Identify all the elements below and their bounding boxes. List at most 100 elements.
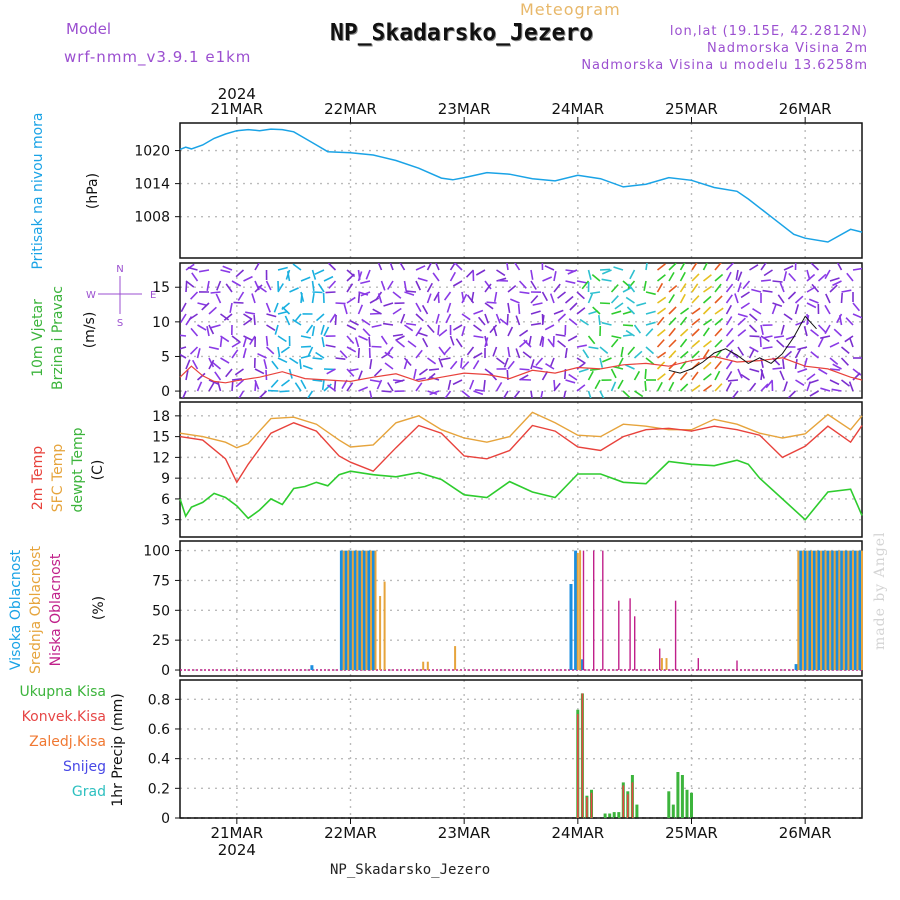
wind-barb — [187, 266, 198, 271]
cloud-mid-bar — [360, 550, 363, 671]
wind-barb — [328, 280, 337, 289]
wind-barb — [841, 379, 850, 387]
wind-barb — [277, 335, 287, 343]
wind-barb — [208, 381, 215, 392]
wind-barb — [643, 280, 647, 291]
wind-barb — [563, 390, 567, 398]
wind-barb — [576, 280, 587, 284]
wind-barb — [294, 313, 302, 323]
wind-barb — [254, 263, 260, 271]
wind-barb — [446, 302, 452, 313]
wind-barb — [449, 271, 457, 282]
wind-barb — [277, 357, 288, 364]
cloud-low-bar — [602, 550, 604, 671]
wind-barb — [358, 335, 368, 341]
precip-legend-item: Zaledj.Kisa — [29, 734, 106, 750]
wind-barb — [591, 273, 601, 282]
wind-barb — [466, 346, 475, 356]
wind-barb — [405, 290, 417, 293]
cloud-mid-bar — [851, 550, 854, 671]
wind-barb — [180, 313, 187, 323]
wind-barb — [231, 378, 242, 381]
cloud-high-bar — [853, 550, 857, 671]
wind-barb — [645, 263, 648, 271]
wind-barb — [782, 359, 785, 370]
wind-barb — [265, 280, 272, 291]
cloud-mid-bar — [342, 550, 345, 671]
wind-barb — [808, 298, 819, 304]
wind-barb — [273, 302, 279, 313]
cloud-mid-bar — [579, 550, 582, 671]
wind-barb — [327, 384, 336, 392]
wind-barb — [829, 368, 840, 371]
wind-barb — [354, 337, 360, 348]
wind-barb — [380, 280, 386, 291]
wind-barb — [265, 346, 275, 355]
wind-barb — [588, 346, 599, 350]
precip-total-bar — [617, 812, 621, 818]
wind-barb — [760, 263, 767, 271]
wind-barb — [492, 326, 498, 337]
wind-barb — [263, 359, 268, 370]
y-tick-label: 0 — [161, 663, 170, 679]
precip-legend-item: Konvek.Kisa — [22, 709, 106, 725]
cloud-mid-bar — [829, 550, 832, 671]
wind-barb — [599, 346, 609, 355]
wind-barb — [300, 335, 311, 339]
wind-barb — [357, 292, 361, 304]
wind-barb — [437, 292, 440, 304]
cloud-high-bar — [310, 665, 314, 670]
x-tick-label-top: 25MAR — [665, 100, 718, 118]
cloud-mid-bar — [660, 658, 663, 670]
wind-barb — [235, 379, 245, 388]
wind-barb — [740, 373, 750, 381]
wind-barb — [737, 368, 743, 379]
wind-barb — [473, 309, 484, 315]
y-tick-label: 0 — [161, 811, 170, 827]
wind-barb — [541, 314, 545, 326]
wind-barb — [852, 372, 861, 381]
wind-barb — [737, 329, 747, 337]
wind-barb — [749, 368, 760, 373]
wind-barb — [668, 294, 675, 304]
wind-barb — [627, 283, 636, 293]
wind-barb — [220, 335, 230, 343]
cloud-high-bar — [580, 659, 584, 671]
wind-barb — [751, 288, 762, 293]
wind-barb — [691, 339, 701, 348]
wind-barb — [703, 318, 713, 326]
wind-barb — [587, 390, 592, 398]
wind-barb — [300, 379, 307, 390]
wind-barb — [752, 308, 762, 315]
y-tick-label: 18 — [152, 409, 170, 425]
wind-barb — [725, 263, 735, 271]
wind-barb — [461, 313, 471, 321]
wind-barb — [735, 269, 739, 281]
wind-barb — [429, 368, 440, 371]
compass-north-label: N — [116, 264, 123, 275]
wind-barb — [809, 390, 819, 397]
wind-gust-line — [668, 315, 817, 374]
wind-barb — [461, 326, 466, 337]
wind-barb — [772, 302, 783, 308]
wind-barb — [771, 304, 777, 315]
wind-barb — [702, 306, 712, 315]
wind-barb — [714, 370, 721, 381]
wind-barb — [208, 306, 217, 315]
wind-barb — [427, 357, 437, 365]
y-tick-label: 0.8 — [148, 692, 170, 708]
wind-barb — [503, 357, 509, 368]
wind-barb — [576, 307, 586, 315]
wind-barb — [578, 368, 589, 373]
wind-barb — [357, 370, 363, 381]
wind-barb — [691, 295, 700, 304]
wind-barb — [403, 280, 407, 292]
wind-barb — [220, 269, 231, 274]
wind-barb — [714, 328, 723, 337]
wind-barb — [542, 276, 553, 282]
wind-barb — [449, 360, 458, 370]
wind-barb — [454, 263, 463, 271]
wind-barb — [217, 381, 222, 392]
wind-barb — [806, 373, 816, 381]
wind-barb — [473, 390, 484, 396]
